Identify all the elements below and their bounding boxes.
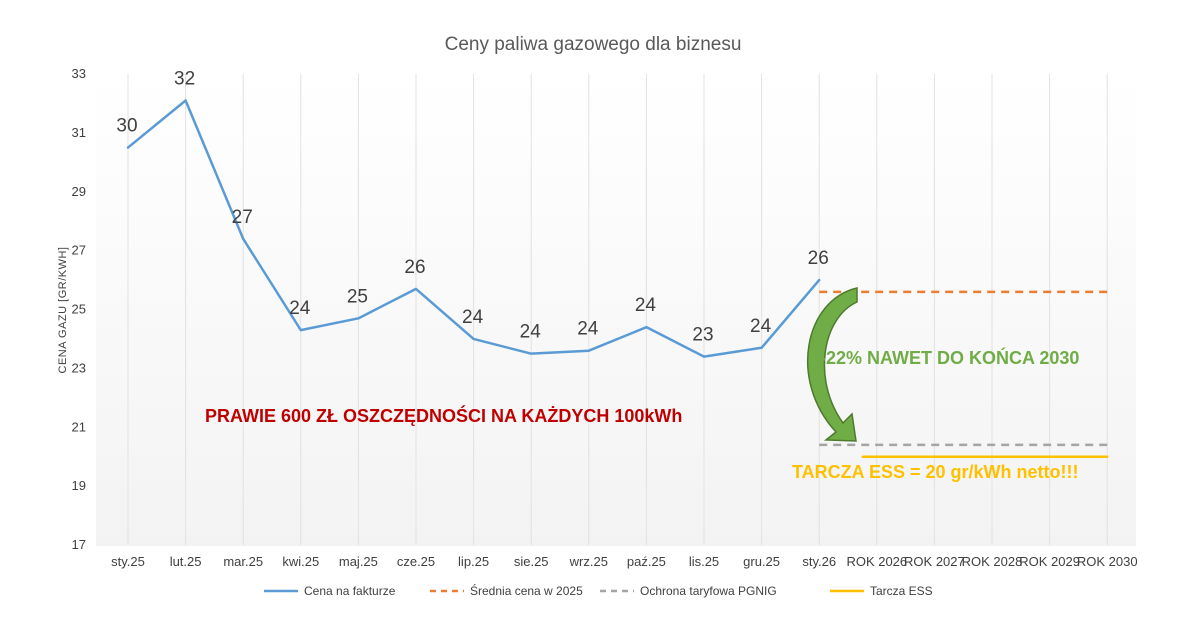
legend-entry-0: Cena na fakturze [304,584,396,598]
y-tick-label: 29 [72,184,86,199]
data-label: 24 [462,307,484,328]
x-tick-label: maj.25 [339,554,378,569]
x-tick-label: lip.25 [458,554,489,569]
x-tick-label: cze.25 [397,554,435,569]
x-axis-ticks: sty.25 lut.25 mar.25 kwi.25 maj.25 cze.25 lip.… [111,554,1137,569]
x-tick-label: sie.25 [514,554,549,569]
chart-title: Ceny paliwa gazowego dla biznesu [445,34,742,55]
annotation-reduction: -22% NAWET DO KOŃCA 2030 [820,347,1079,368]
data-label: 24 [520,322,542,343]
data-label: 24 [635,295,657,316]
grid-lines [127,74,1108,545]
legend-entry-3: Tarcza ESS [870,584,933,598]
y-axis-label: CENA GAZU [GR/KWH] [57,247,69,374]
x-tick-label: sty.25 [111,554,145,569]
data-label: 24 [750,316,772,337]
x-tick-label: ROK 2027 [904,554,965,569]
y-tick-label: 23 [72,360,86,375]
x-tick-label: mar.25 [223,554,263,569]
x-tick-label: ROK 2029 [1019,554,1080,569]
data-label: 25 [347,286,368,307]
legend: Cena na fakturze Średnia cena w 2025 Ochro… [264,583,933,598]
y-tick-label: 31 [72,125,86,140]
legend-entry-2: Ochrona taryfowa PGNIG [640,584,777,598]
y-tick-label: 19 [72,478,86,493]
y-tick-label: 25 [72,302,86,317]
x-tick-label: ROK 2026 [846,554,907,569]
series-line-0 [126,99,821,358]
y-tick-label: 17 [72,537,86,552]
data-label: 32 [174,68,195,89]
data-labels: 30 32 27 24 25 26 24 24 24 24 23 24 26 [116,68,828,345]
data-label: 24 [289,298,311,319]
series-lines [126,99,1109,458]
x-tick-label: ROK 2030 [1077,554,1138,569]
data-label: 30 [116,116,137,137]
y-tick-label: 21 [72,419,86,434]
data-label: 23 [692,325,713,346]
legend-entry-1: Średnia cena w 2025 [470,583,583,598]
annotation-ess: TARCZA ESS = 20 gr/kWh netto!!! [792,462,1079,482]
x-tick-label: ROK 2028 [962,554,1023,569]
data-label: 27 [232,207,253,228]
x-tick-label: lut.25 [170,554,202,569]
y-axis-ticks: 17 19 21 23 25 27 29 31 33 [72,66,86,552]
x-tick-label: paź.25 [627,554,666,569]
annotation-savings: PRAWIE 600 ZŁ OSZCZĘDNOŚCI NA KAŻDYCH 10… [205,405,682,426]
y-tick-label: 27 [72,243,86,258]
curved-arrow-icon [806,287,858,442]
x-tick-label: gru.25 [743,554,780,569]
data-label: 26 [404,257,425,278]
data-label: 26 [808,248,829,269]
y-tick-label: 33 [72,66,86,81]
x-tick-label: wrz.25 [569,554,608,569]
plot-background [96,74,1136,546]
x-tick-label: kwi.25 [282,554,319,569]
data-label: 24 [577,319,599,340]
x-tick-label: sty.26 [802,554,836,569]
x-tick-label: lis.25 [689,554,719,569]
